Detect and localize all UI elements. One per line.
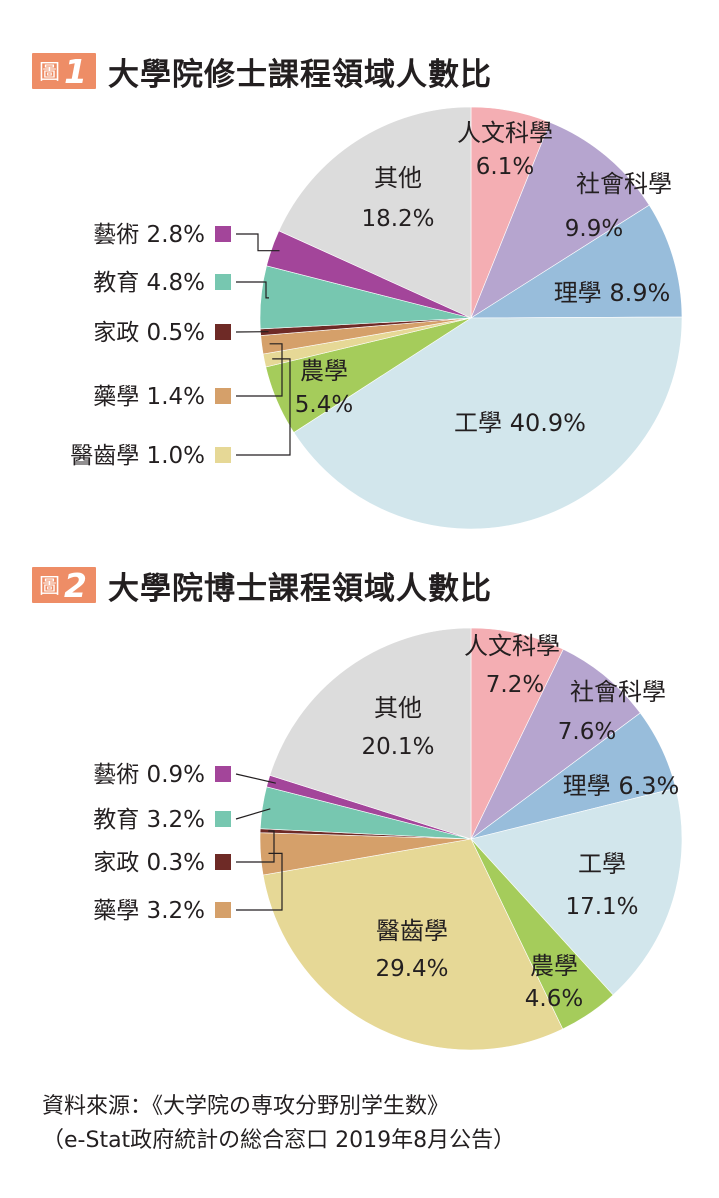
legend-swatch-藝術 [215, 226, 231, 242]
inner-category-label-社會科學: 社會科學 [576, 170, 672, 198]
legend-swatch-教育 [215, 274, 231, 290]
legend-swatch-家政 [215, 324, 231, 340]
figure-2-badge: 圖 2 [32, 565, 96, 605]
inner-value-label-人文科學: 6.1% [476, 154, 534, 180]
figure-2-badge-prefix: 圖 [39, 574, 60, 598]
slice-value-label: 6.3% [618, 772, 679, 800]
source-line-2: （e-Stat政府統計の総合窓口 2019年8月公告） [42, 1128, 516, 1153]
inner-category-label-社會科學: 社會科學 [570, 678, 666, 706]
inner-category-label-其他: 其他 [374, 694, 422, 722]
inner-label-理學: 理學 6.3% [563, 772, 680, 800]
inner-category-label-人文科學: 人文科學 [464, 632, 560, 660]
legend-label-藥學: 藥學 1.4% [93, 384, 205, 410]
leader-line-教育 [235, 808, 271, 820]
pie-slice-3-工學 [470, 787, 683, 996]
leader-line-藥學 [236, 852, 283, 911]
leader-line-藥學 [236, 343, 283, 397]
pie-slice-1-社會科學 [470, 648, 641, 840]
figure-2-badge-number: 2 [64, 565, 87, 605]
slice-category-label: 理學 [563, 772, 619, 800]
inner-value-label-其他: 18.2% [361, 206, 434, 232]
legend-label-藥學: 藥學 3.2% [93, 898, 205, 924]
inner-label-理學: 理學 8.9% [554, 279, 671, 307]
figure-1-badge-number: 1 [64, 51, 87, 91]
slice-category-label: 工學 [454, 409, 510, 437]
inner-category-label-工學: 工學 [578, 850, 626, 878]
inner-value-label-農學: 4.6% [525, 986, 583, 1012]
legend-swatch-教育 [215, 811, 231, 827]
inner-label-工學: 工學 40.9% [454, 409, 586, 437]
pie-slice-1-社會科學 [470, 121, 650, 319]
inner-category-label-人文科學: 人文科學 [457, 119, 553, 147]
figure-1-badge: 圖 1 [32, 51, 96, 91]
inner-value-label-工學: 17.1% [565, 894, 638, 920]
legend-label-藝術: 藝術 0.9% [93, 762, 205, 788]
inner-value-label-醫齒學: 29.4% [375, 956, 448, 982]
leader-line-教育 [236, 281, 269, 299]
legend-label-家政: 家政 0.5% [93, 320, 205, 346]
inner-value-label-人文科學: 7.2% [486, 672, 544, 698]
pie-slice-5-醫齒學 [262, 838, 564, 1051]
figure-1-badge-prefix: 圖 [39, 60, 60, 84]
legend-label-家政: 家政 0.3% [93, 850, 205, 876]
legend-swatch-藥學 [215, 902, 231, 918]
inner-value-label-農學: 5.4% [295, 392, 353, 418]
legend-label-教育: 教育 3.2% [93, 807, 205, 833]
inner-category-label-農學: 農學 [300, 357, 348, 385]
figure-2-title: 圖 2 大學院博士課程領域人數比 [32, 560, 492, 610]
leader-line-藝術 [235, 773, 276, 784]
slice-value-label: 8.9% [609, 279, 670, 307]
inner-value-label-社會科學: 9.9% [565, 216, 623, 242]
figure-2-heading: 大學院博士課程領域人數比 [107, 570, 492, 607]
inner-value-label-其他: 20.1% [361, 734, 434, 760]
inner-value-label-社會科學: 7.6% [558, 719, 616, 745]
inner-category-label-其他: 其他 [374, 164, 422, 192]
slice-category-label: 理學 [554, 279, 610, 307]
legend-swatch-醫齒學 [215, 447, 231, 463]
pie-slice-10-其他 [278, 106, 472, 319]
slice-value-label: 40.9% [510, 409, 586, 437]
leader-line-家政 [236, 830, 275, 863]
pie-chart-doctor: 人文科學 7.2% 社會科學 7.6% 理學 6.3% 工學 17.1% 農學 4.6% 醫齒學 2… [93, 627, 683, 1051]
source-line-1: 資料來源：《大学院の専攻分野別学生数》 [42, 1094, 450, 1119]
inner-category-label-農學: 農學 [530, 952, 578, 980]
pie-chart-master: 人文科學 6.1% 社會科學 9.9% 理學 8.9% 工學 40.9% 農學 5.4% 其他 1… [70, 106, 683, 530]
source-note: 資料來源：《大学院の専攻分野別学生数》 （e-Stat政府統計の総合窓口 201… [42, 1090, 515, 1158]
legend-swatch-藝術 [215, 766, 231, 782]
leader-line-藝術 [236, 233, 280, 252]
figure-1-heading: 大學院修士課程領域人數比 [107, 56, 492, 93]
legend-label-醫齒學: 醫齒學 1.0% [70, 443, 205, 469]
legend-label-藝術: 藝術 2.8% [93, 222, 205, 248]
legend-label-教育: 教育 4.8% [93, 270, 205, 296]
figure-1-title: 圖 1 大學院修士課程領域人數比 [32, 46, 492, 96]
legend-swatch-家政 [215, 854, 231, 870]
inner-category-label-醫齒學: 醫齒學 [376, 917, 448, 945]
leader-line-醫齒學 [236, 358, 291, 456]
legend-swatch-藥學 [215, 388, 231, 404]
pie-slice-10-其他 [269, 627, 472, 840]
pie-slice-2-理學 [469, 204, 683, 319]
